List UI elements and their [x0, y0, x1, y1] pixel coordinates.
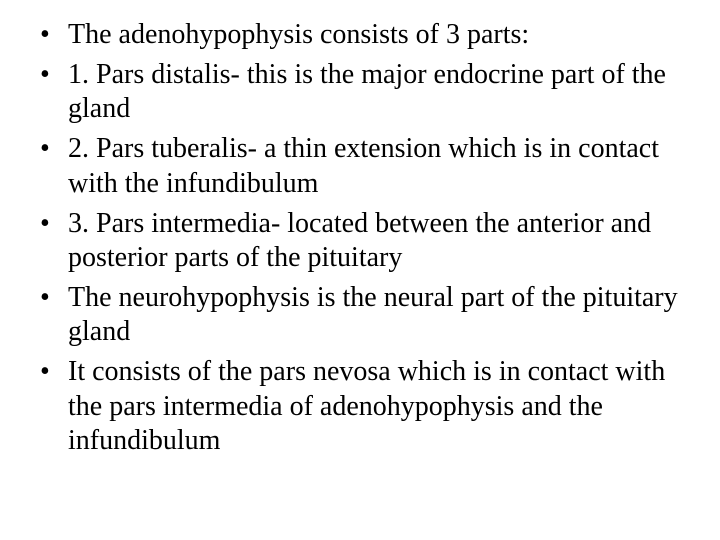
list-item: 3. Pars intermedia- located between the …: [48, 207, 692, 275]
list-item: The adenohypophysis consists of 3 parts:: [48, 18, 692, 52]
list-item: 1. Pars distalis- this is the major endo…: [48, 58, 692, 126]
bullet-list: The adenohypophysis consists of 3 parts:…: [48, 18, 692, 458]
list-item: 2. Pars tuberalis- a thin extension whic…: [48, 132, 692, 200]
list-item: It consists of the pars nevosa which is …: [48, 355, 692, 457]
list-item: The neurohypophysis is the neural part o…: [48, 281, 692, 349]
